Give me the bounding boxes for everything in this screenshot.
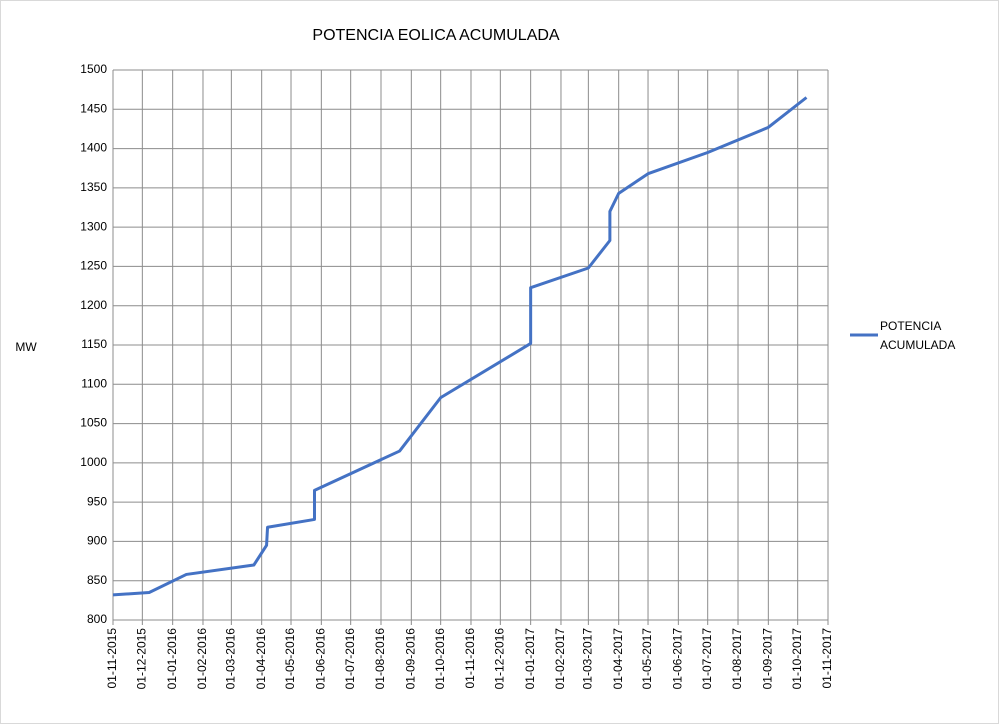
x-tick-label: 01-04-2017 bbox=[611, 628, 625, 690]
chart-title: POTENCIA EOLICA ACUMULADA bbox=[312, 27, 560, 44]
x-tick-label: 01-01-2016 bbox=[165, 628, 179, 690]
y-tick-label: 1450 bbox=[80, 101, 107, 115]
y-tick-label: 1200 bbox=[80, 298, 107, 312]
y-tick-label: 1100 bbox=[81, 376, 107, 390]
x-tick-label: 01-08-2017 bbox=[730, 628, 744, 690]
x-tick-label: 01-08-2016 bbox=[373, 628, 387, 690]
x-tick-label: 01-09-2016 bbox=[403, 628, 417, 690]
y-tick-label: 1350 bbox=[80, 180, 107, 194]
x-tick-label: 01-03-2016 bbox=[224, 628, 238, 690]
x-tick-label: 01-05-2017 bbox=[640, 628, 654, 690]
data-line bbox=[112, 96, 808, 597]
y-tick-label: 900 bbox=[87, 534, 107, 548]
y-tick-label: 950 bbox=[87, 494, 107, 508]
x-tick-label: 01-04-2016 bbox=[254, 628, 268, 690]
x-tick-label: 01-02-2017 bbox=[553, 628, 567, 690]
legend-label: POTENCIA ACUMULADA bbox=[880, 319, 955, 352]
x-tick-label: 01-12-2016 bbox=[493, 628, 507, 690]
y-tick-label: 1400 bbox=[80, 141, 107, 155]
x-tick-label: 01-12-2015 bbox=[135, 628, 149, 690]
x-tick-label: 01-02-2016 bbox=[195, 628, 209, 690]
x-tick-label: 01-06-2017 bbox=[671, 628, 685, 690]
y-axis-label: MW bbox=[15, 340, 37, 354]
y-tick-label: 1500 bbox=[80, 62, 107, 76]
y-tick-label: 1150 bbox=[81, 337, 107, 351]
x-tick-label: 01-07-2017 bbox=[700, 628, 714, 690]
x-tick-label: 01-06-2016 bbox=[314, 628, 328, 690]
x-tick-label: 01-10-2017 bbox=[790, 628, 804, 690]
x-tick-label: 01-01-2017 bbox=[523, 628, 537, 690]
y-tick-label: 1250 bbox=[80, 259, 107, 273]
x-tick-label: 01-03-2017 bbox=[581, 628, 595, 690]
x-tick-label: 01-11-2017 bbox=[820, 628, 834, 689]
y-tick-label: 1300 bbox=[80, 219, 107, 233]
x-tick-label: 01-07-2016 bbox=[343, 628, 357, 690]
y-tick-label: 800 bbox=[87, 612, 107, 626]
y-tick-label: 1000 bbox=[80, 455, 107, 469]
x-tick-label: 01-11-2016 bbox=[463, 628, 477, 689]
y-tick-label: 850 bbox=[87, 573, 107, 587]
x-tick-label: 01-11-2015 bbox=[105, 628, 119, 689]
x-tick-label: 01-05-2016 bbox=[283, 628, 297, 690]
x-tick-label: 01-09-2017 bbox=[761, 628, 775, 690]
y-tick-label: 1050 bbox=[80, 416, 107, 430]
x-tick-label: 01-10-2016 bbox=[433, 628, 447, 690]
